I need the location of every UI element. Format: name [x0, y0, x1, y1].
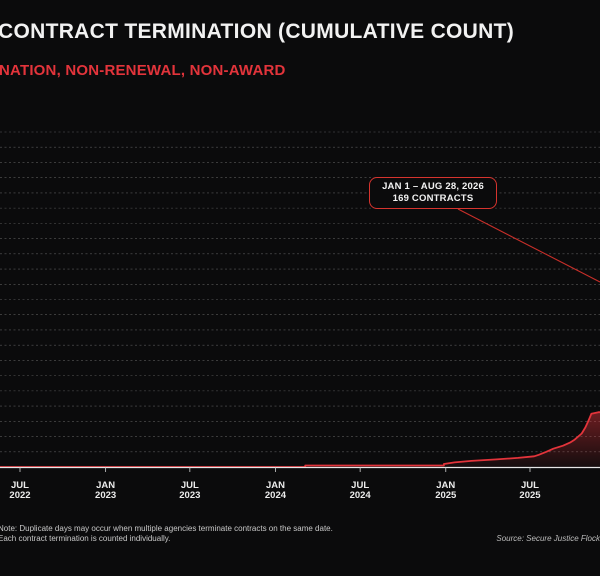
x-tick-year: 2023 — [179, 490, 200, 501]
callout-count: 169 CONTRACTS — [392, 193, 474, 204]
gridlines — [0, 131, 600, 453]
x-tick-year: 2025 — [435, 490, 457, 501]
series-area — [0, 412, 600, 467]
x-tick-year: 2023 — [95, 490, 116, 501]
series-path — [0, 411, 600, 468]
x-tick-month: JUL — [181, 480, 199, 491]
callout-connector — [457, 208, 600, 283]
area-fill — [0, 412, 600, 467]
footnote-line-2: Each contract termination is counted ind… — [0, 534, 171, 543]
x-tick-month: JAN — [436, 480, 455, 491]
chart-subtitle: NATION, NON-RENEWAL, NON-AWARD — [0, 62, 286, 79]
x-axis-ticks: JUL2022JAN2023JUL2023JAN2024JUL2024JAN20… — [9, 467, 541, 501]
footnote: Note: Duplicate days may occur when mult… — [0, 524, 333, 544]
x-tick-year: 2024 — [350, 490, 372, 501]
chart-title: CONTRACT TERMINATION (CUMULATIVE COUNT) — [0, 20, 515, 43]
x-tick-month: JUL — [521, 480, 539, 491]
callout-box: JAN 1 – AUG 28, 2026 169 CONTRACTS — [369, 177, 497, 209]
footnote-line-1: Note: Duplicate days may occur when mult… — [0, 524, 333, 533]
x-tick-year: 2022 — [9, 490, 30, 501]
series-line — [0, 411, 600, 468]
callout-date-range: JAN 1 – AUG 28, 2026 — [382, 181, 484, 192]
source-credit: Source: Secure Justice Flock — [496, 534, 600, 543]
x-tick-month: JUL — [11, 480, 29, 491]
x-tick-year: 2024 — [265, 490, 287, 501]
x-tick-month: JAN — [266, 480, 285, 491]
x-tick-year: 2025 — [519, 490, 541, 501]
x-tick-month: JUL — [351, 480, 369, 491]
x-tick-month: JAN — [96, 480, 115, 491]
